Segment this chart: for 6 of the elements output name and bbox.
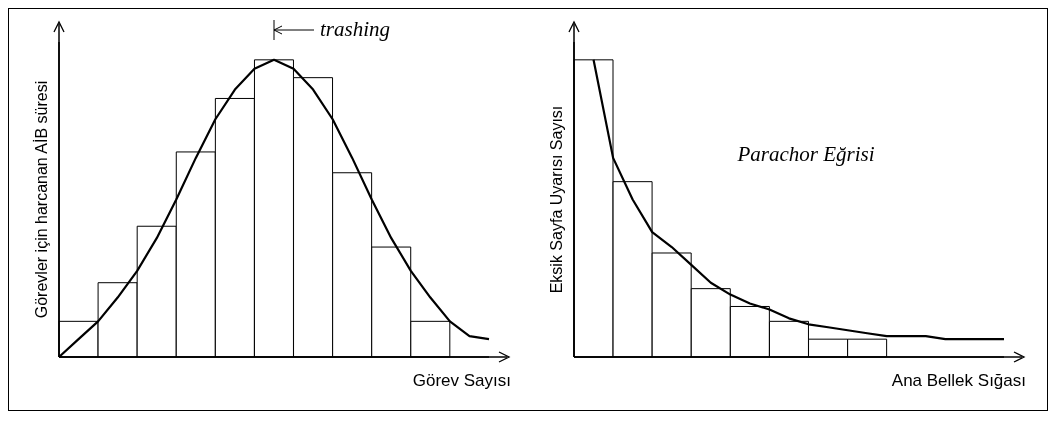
text: trashing — [320, 17, 391, 42]
x-axis-title: Ana Bellek Sığası — [891, 371, 1026, 391]
x-axis-title: Görev Sayısı — [412, 371, 511, 391]
y-axis-title: Eksik Sayfa Uyarısı Sayısı — [547, 105, 565, 294]
y-axis-title: Görevler için harcanan AİB süresi — [31, 80, 50, 319]
annotation: Parachor Eğrisi — [737, 142, 875, 167]
